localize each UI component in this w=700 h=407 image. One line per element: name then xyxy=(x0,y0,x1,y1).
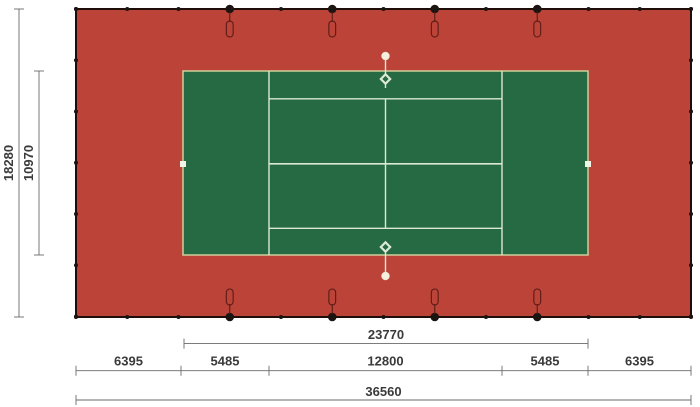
svg-text:12800: 12800 xyxy=(367,354,403,369)
svg-text:5485: 5485 xyxy=(531,354,560,369)
svg-text:10970: 10970 xyxy=(21,145,36,181)
svg-text:36560: 36560 xyxy=(365,384,401,399)
svg-text:5485: 5485 xyxy=(211,354,240,369)
svg-text:6395: 6395 xyxy=(114,354,143,369)
svg-text:18280: 18280 xyxy=(1,145,16,181)
svg-text:23770: 23770 xyxy=(368,327,404,342)
svg-text:6395: 6395 xyxy=(625,354,654,369)
